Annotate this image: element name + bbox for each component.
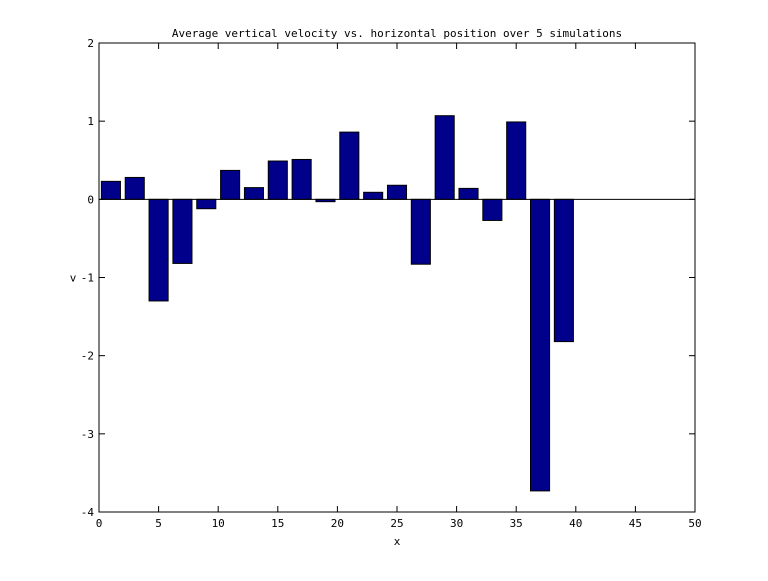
bar	[530, 198, 551, 492]
bar	[339, 131, 360, 200]
bar	[196, 198, 217, 210]
bar	[124, 176, 145, 200]
y-axis-ticks: -4 -3 -2 -1 0 1 2	[81, 37, 695, 519]
bar	[267, 160, 288, 200]
y-tick-label: -3	[81, 428, 94, 441]
x-tick-label: 40	[569, 517, 582, 530]
x-axis-label: x	[394, 535, 401, 548]
y-axis-label: v	[70, 272, 77, 285]
x-tick-label: 25	[390, 517, 403, 530]
x-axis-ticks: 0 5 10 15 20 25 30 35 40 45 50	[96, 43, 702, 530]
x-tick-label: 50	[688, 517, 701, 530]
x-tick-label: 0	[96, 517, 103, 530]
bar	[482, 198, 503, 221]
y-tick-label: -1	[81, 272, 94, 285]
bar	[553, 198, 574, 343]
bar	[291, 158, 312, 200]
y-tick-label: -4	[81, 506, 95, 519]
bar	[363, 191, 384, 200]
bar	[386, 184, 408, 200]
x-tick-label: 20	[331, 517, 344, 530]
bar	[172, 198, 193, 264]
bar	[434, 115, 455, 200]
chart-title: Average vertical velocity vs. horizontal…	[172, 27, 622, 40]
x-tick-label: 10	[212, 517, 225, 530]
x-tick-label: 35	[510, 517, 523, 530]
x-tick-label: 30	[450, 517, 463, 530]
bar	[220, 169, 241, 200]
x-tick-label: 15	[271, 517, 284, 530]
y-tick-label: -2	[81, 350, 94, 363]
y-tick-label: 1	[87, 115, 94, 128]
plot-frame	[98, 42, 696, 513]
bar	[410, 198, 431, 265]
x-tick-label: 45	[629, 517, 642, 530]
y-tick-label: 0	[87, 193, 94, 206]
bar	[506, 121, 527, 200]
x-tick-label: 5	[155, 517, 162, 530]
bar	[243, 187, 264, 200]
bar	[100, 180, 121, 200]
bars	[100, 115, 574, 492]
bar	[458, 187, 479, 200]
bar	[148, 198, 169, 302]
y-tick-label: 2	[87, 37, 94, 50]
